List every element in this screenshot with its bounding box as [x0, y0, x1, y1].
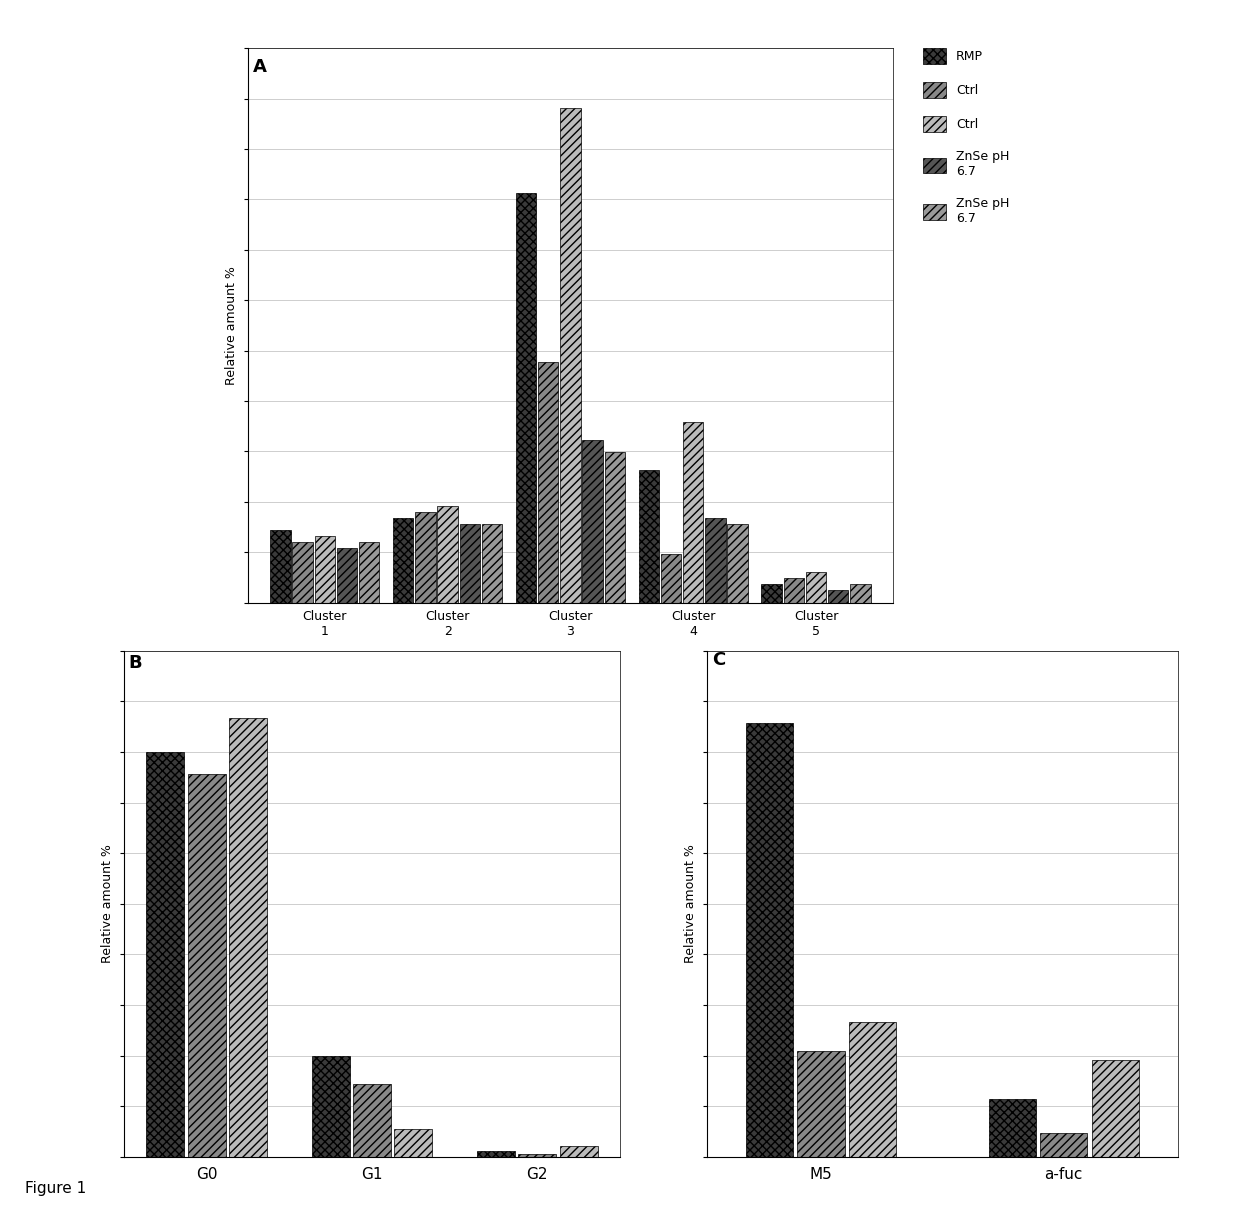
Bar: [337, 548, 357, 602]
Y-axis label: Relative amount %: Relative amount %: [102, 845, 114, 963]
Bar: [481, 524, 502, 602]
Bar: [315, 536, 335, 602]
Bar: [518, 1154, 557, 1157]
Bar: [797, 1051, 844, 1157]
Bar: [761, 584, 782, 602]
Bar: [728, 524, 748, 602]
Text: Figure 1: Figure 1: [25, 1181, 86, 1195]
Bar: [353, 1083, 391, 1157]
Bar: [229, 718, 267, 1157]
Bar: [438, 506, 458, 602]
Y-axis label: Relative amount %: Relative amount %: [684, 845, 697, 963]
Bar: [311, 1056, 350, 1157]
Bar: [538, 362, 558, 602]
Bar: [293, 542, 312, 602]
Text: A: A: [253, 58, 267, 76]
Bar: [706, 518, 725, 602]
Bar: [746, 723, 794, 1157]
Bar: [605, 452, 625, 602]
Bar: [849, 1022, 897, 1157]
Bar: [146, 752, 185, 1157]
Bar: [828, 590, 848, 602]
Bar: [1091, 1060, 1138, 1157]
Bar: [1040, 1133, 1087, 1157]
Bar: [661, 554, 681, 602]
Bar: [460, 524, 480, 602]
Bar: [560, 108, 580, 602]
Bar: [394, 1129, 433, 1157]
Bar: [583, 440, 603, 602]
Bar: [988, 1099, 1035, 1157]
Bar: [358, 542, 379, 602]
Bar: [639, 470, 660, 602]
Legend: RMP, Ctrl, Ctrl, ZnSe pH
6.7, ZnSe pH
6.7: RMP, Ctrl, Ctrl, ZnSe pH 6.7, ZnSe pH 6.…: [919, 43, 1014, 230]
Bar: [415, 512, 435, 602]
Bar: [477, 1151, 515, 1157]
Bar: [393, 518, 413, 602]
Bar: [851, 584, 870, 602]
Bar: [683, 422, 703, 602]
Bar: [559, 1146, 598, 1157]
Bar: [784, 578, 804, 602]
Bar: [187, 775, 226, 1157]
Bar: [270, 530, 290, 602]
Text: B: B: [128, 653, 141, 671]
Bar: [806, 572, 826, 602]
Y-axis label: Relative amount %: Relative amount %: [226, 266, 238, 384]
Bar: [516, 193, 536, 602]
Text: C: C: [713, 651, 725, 669]
